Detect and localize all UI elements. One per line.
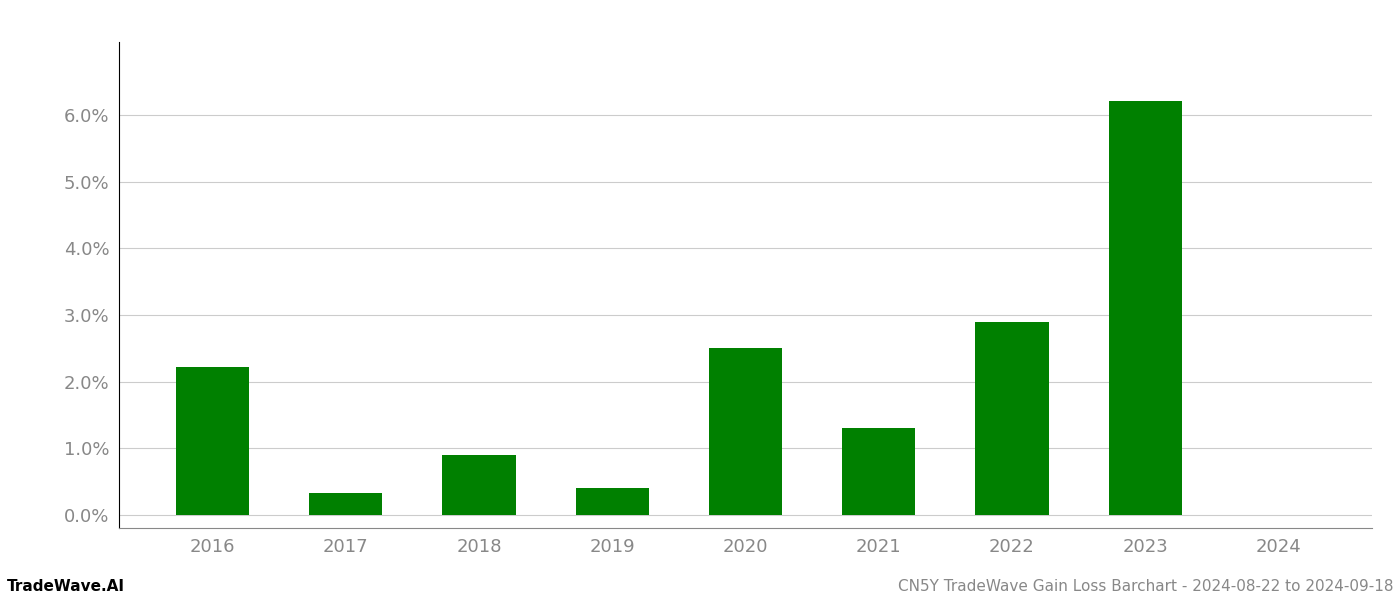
Bar <box>575 488 650 515</box>
Bar <box>708 348 783 515</box>
Text: CN5Y TradeWave Gain Loss Barchart - 2024-08-22 to 2024-09-18: CN5Y TradeWave Gain Loss Barchart - 2024… <box>897 579 1393 594</box>
Text: TradeWave.AI: TradeWave.AI <box>7 579 125 594</box>
Bar <box>309 493 382 515</box>
Bar <box>976 322 1049 515</box>
Bar <box>442 455 515 515</box>
Bar <box>1109 101 1182 515</box>
Bar <box>176 367 249 515</box>
Bar <box>841 428 916 515</box>
